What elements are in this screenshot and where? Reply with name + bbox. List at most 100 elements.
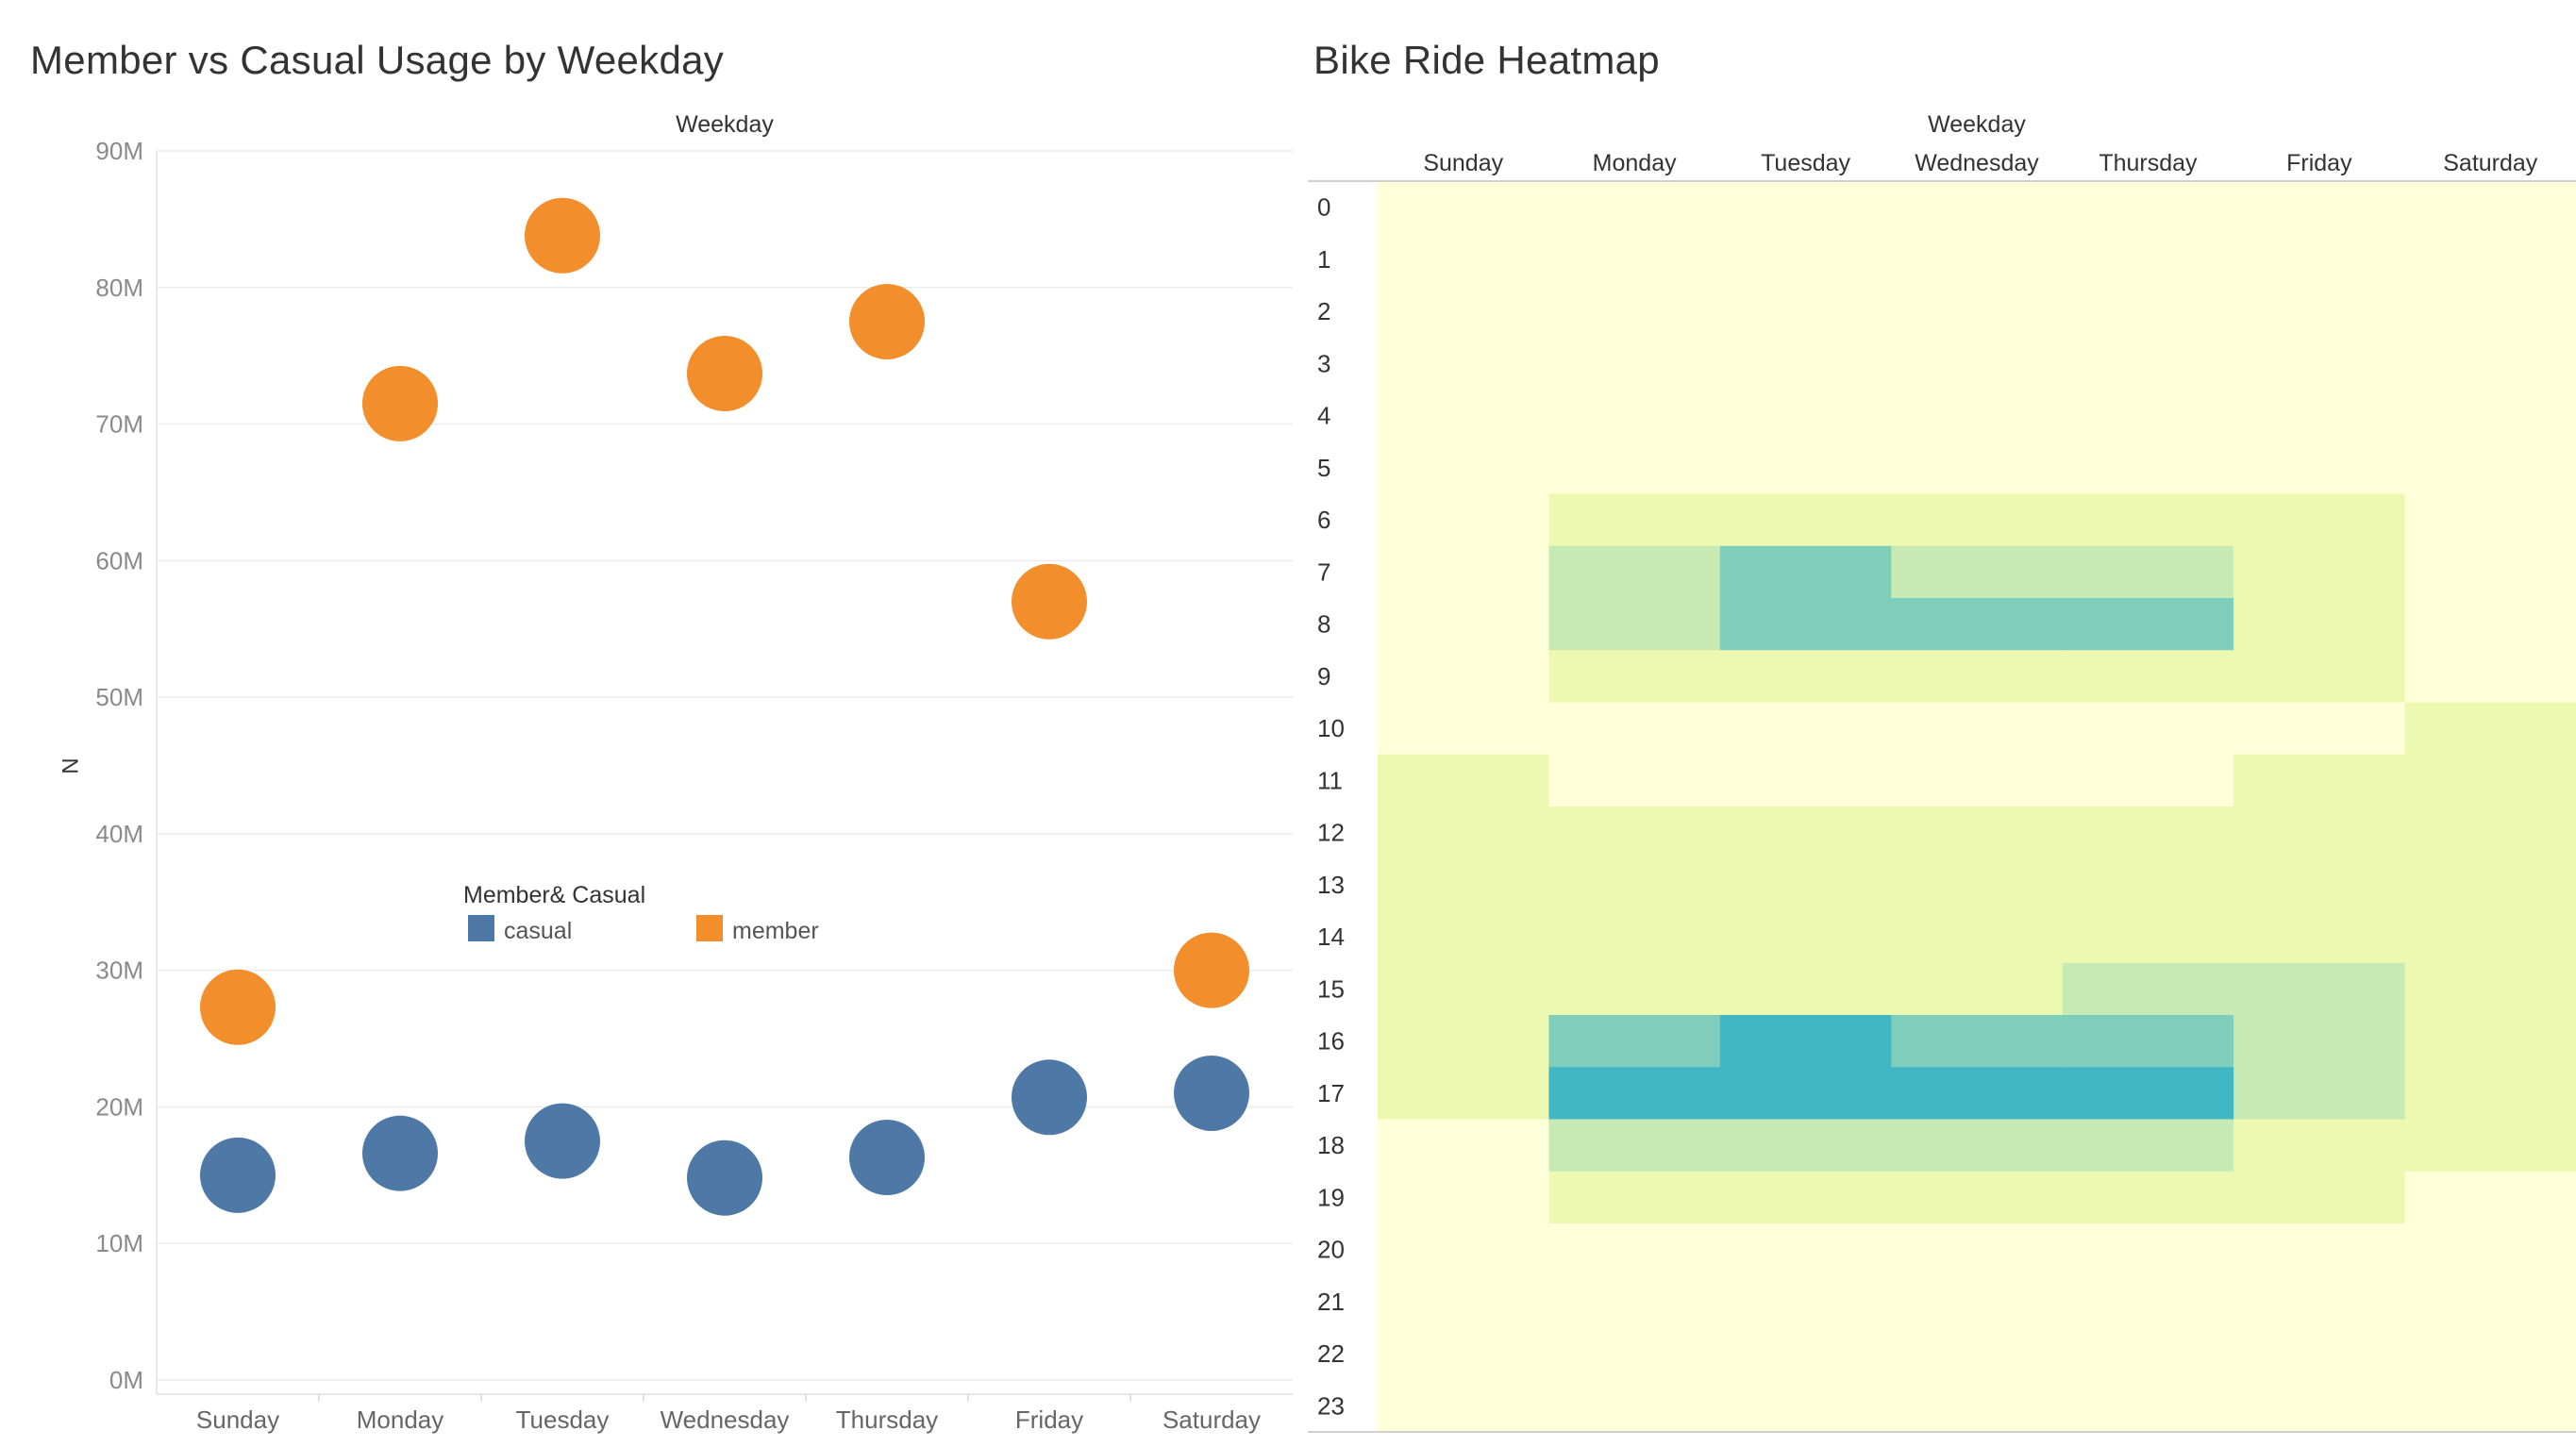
heatmap-cell-thursday-4[interactable] bbox=[2062, 390, 2234, 442]
heatmap-cell-friday-12[interactable] bbox=[2233, 807, 2406, 859]
heatmap-cell-sunday-13[interactable] bbox=[1378, 858, 1550, 912]
heatmap-cell-monday-17[interactable] bbox=[1548, 1067, 1721, 1121]
heatmap-cell-tuesday-21[interactable] bbox=[1719, 1275, 1892, 1329]
heatmap-cell-thursday-23[interactable] bbox=[2062, 1379, 2234, 1433]
casual-point-thursday[interactable] bbox=[849, 1120, 925, 1196]
heatmap-cell-tuesday-10[interactable] bbox=[1719, 702, 1892, 756]
heatmap-cell-wednesday-15[interactable] bbox=[1891, 962, 2064, 1016]
heatmap-cell-tuesday-16[interactable] bbox=[1719, 1015, 1892, 1068]
heatmap-cell-friday-18[interactable] bbox=[2233, 1119, 2406, 1173]
heatmap-cell-tuesday-7[interactable] bbox=[1719, 545, 1892, 599]
heatmap-cell-saturday-9[interactable] bbox=[2404, 650, 2576, 704]
heatmap-cell-monday-19[interactable] bbox=[1548, 1171, 1721, 1224]
heatmap-cell-sunday-22[interactable] bbox=[1378, 1327, 1550, 1381]
heatmap-cell-wednesday-9[interactable] bbox=[1891, 650, 2064, 704]
heatmap-cell-tuesday-18[interactable] bbox=[1719, 1119, 1892, 1173]
heatmap-cell-saturday-11[interactable] bbox=[2404, 754, 2576, 807]
heatmap-cell-friday-4[interactable] bbox=[2233, 390, 2406, 442]
heatmap-cell-friday-17[interactable] bbox=[2233, 1067, 2406, 1121]
casual-point-tuesday[interactable] bbox=[525, 1103, 600, 1179]
heatmap-cell-thursday-13[interactable] bbox=[2062, 858, 2234, 912]
heatmap-cell-monday-22[interactable] bbox=[1548, 1327, 1721, 1381]
heatmap-cell-monday-9[interactable] bbox=[1548, 650, 1721, 704]
heatmap-cell-monday-6[interactable] bbox=[1548, 493, 1721, 547]
heatmap-cell-thursday-11[interactable] bbox=[2062, 754, 2234, 807]
heatmap-cell-friday-15[interactable] bbox=[2233, 962, 2406, 1016]
heatmap-cell-thursday-9[interactable] bbox=[2062, 650, 2234, 704]
heatmap-cell-monday-0[interactable] bbox=[1548, 181, 1721, 234]
heatmap-cell-tuesday-19[interactable] bbox=[1719, 1171, 1892, 1224]
heatmap-cell-saturday-17[interactable] bbox=[2404, 1067, 2576, 1121]
heatmap-cell-tuesday-14[interactable] bbox=[1719, 910, 1892, 964]
heatmap-cell-wednesday-2[interactable] bbox=[1891, 285, 2064, 339]
heatmap-cell-monday-21[interactable] bbox=[1548, 1275, 1721, 1329]
member-point-monday[interactable] bbox=[362, 365, 438, 441]
heatmap-cell-wednesday-4[interactable] bbox=[1891, 390, 2064, 442]
heatmap-cell-friday-23[interactable] bbox=[2233, 1379, 2406, 1433]
heatmap-cell-tuesday-15[interactable] bbox=[1719, 962, 1892, 1016]
heatmap-cell-friday-0[interactable] bbox=[2233, 181, 2406, 234]
heatmap-cell-wednesday-11[interactable] bbox=[1891, 754, 2064, 807]
heatmap-cell-saturday-8[interactable] bbox=[2404, 598, 2576, 651]
heatmap-cell-friday-22[interactable] bbox=[2233, 1327, 2406, 1381]
legend-label-casual[interactable]: casual bbox=[504, 918, 572, 944]
heatmap-cell-wednesday-14[interactable] bbox=[1891, 910, 2064, 964]
heatmap-cell-wednesday-21[interactable] bbox=[1891, 1275, 2064, 1329]
heatmap-cell-friday-10[interactable] bbox=[2233, 702, 2406, 756]
heatmap-cell-thursday-0[interactable] bbox=[2062, 181, 2234, 234]
heatmap-cell-sunday-16[interactable] bbox=[1378, 1015, 1550, 1068]
heatmap-cell-thursday-1[interactable] bbox=[2062, 233, 2234, 287]
heatmap-cell-thursday-19[interactable] bbox=[2062, 1171, 2234, 1224]
heatmap-cell-friday-7[interactable] bbox=[2233, 545, 2406, 599]
heatmap-cell-wednesday-10[interactable] bbox=[1891, 702, 2064, 756]
heatmap-cell-monday-16[interactable] bbox=[1548, 1015, 1721, 1068]
heatmap-cell-thursday-17[interactable] bbox=[2062, 1067, 2234, 1121]
heatmap-cell-monday-7[interactable] bbox=[1548, 545, 1721, 599]
casual-point-monday[interactable] bbox=[362, 1115, 438, 1191]
heatmap-cell-tuesday-9[interactable] bbox=[1719, 650, 1892, 704]
heatmap-cell-sunday-15[interactable] bbox=[1378, 962, 1550, 1016]
heatmap-cell-wednesday-3[interactable] bbox=[1891, 337, 2064, 391]
heatmap-cell-tuesday-17[interactable] bbox=[1719, 1067, 1892, 1121]
heatmap-cell-thursday-16[interactable] bbox=[2062, 1015, 2234, 1068]
heatmap-cell-sunday-10[interactable] bbox=[1378, 702, 1550, 756]
heatmap-cell-monday-10[interactable] bbox=[1548, 702, 1721, 756]
legend-swatch-member[interactable] bbox=[696, 915, 723, 941]
heatmap-cell-monday-4[interactable] bbox=[1548, 390, 1721, 442]
heatmap-cell-thursday-21[interactable] bbox=[2062, 1275, 2234, 1329]
heatmap-cell-monday-20[interactable] bbox=[1548, 1223, 1721, 1276]
heatmap-cell-saturday-22[interactable] bbox=[2404, 1327, 2576, 1381]
heatmap-cell-tuesday-12[interactable] bbox=[1719, 807, 1892, 859]
heatmap-cell-thursday-18[interactable] bbox=[2062, 1119, 2234, 1173]
heatmap-cell-monday-3[interactable] bbox=[1548, 337, 1721, 391]
heatmap-cell-sunday-7[interactable] bbox=[1378, 545, 1550, 599]
heatmap-cell-friday-13[interactable] bbox=[2233, 858, 2406, 912]
heatmap-cell-monday-13[interactable] bbox=[1548, 858, 1721, 912]
heatmap-cell-thursday-15[interactable] bbox=[2062, 962, 2234, 1016]
heatmap-cell-sunday-5[interactable] bbox=[1378, 441, 1550, 495]
member-point-wednesday[interactable] bbox=[687, 335, 762, 411]
member-point-sunday[interactable] bbox=[200, 969, 276, 1045]
heatmap-cell-sunday-6[interactable] bbox=[1378, 493, 1550, 547]
heatmap-cell-saturday-23[interactable] bbox=[2404, 1379, 2576, 1433]
heatmap-cell-thursday-12[interactable] bbox=[2062, 807, 2234, 859]
member-point-tuesday[interactable] bbox=[525, 197, 600, 274]
heatmap-cell-wednesday-22[interactable] bbox=[1891, 1327, 2064, 1381]
heatmap-cell-saturday-6[interactable] bbox=[2404, 493, 2576, 547]
casual-point-saturday[interactable] bbox=[1174, 1055, 1249, 1131]
heatmap-cell-tuesday-22[interactable] bbox=[1719, 1327, 1892, 1381]
heatmap-cell-friday-8[interactable] bbox=[2233, 598, 2406, 651]
heatmap-cell-sunday-12[interactable] bbox=[1378, 807, 1550, 859]
heatmap-cell-saturday-7[interactable] bbox=[2404, 545, 2576, 599]
heatmap-cell-monday-11[interactable] bbox=[1548, 754, 1721, 807]
heatmap-cell-wednesday-5[interactable] bbox=[1891, 441, 2064, 495]
heatmap-cell-wednesday-19[interactable] bbox=[1891, 1171, 2064, 1224]
heatmap-cell-wednesday-17[interactable] bbox=[1891, 1067, 2064, 1121]
heatmap-cell-friday-3[interactable] bbox=[2233, 337, 2406, 391]
heatmap-cell-monday-15[interactable] bbox=[1548, 962, 1721, 1016]
heatmap-cell-wednesday-13[interactable] bbox=[1891, 858, 2064, 912]
heatmap-cell-saturday-18[interactable] bbox=[2404, 1119, 2576, 1173]
casual-point-sunday[interactable] bbox=[200, 1137, 276, 1213]
heatmap-cell-friday-5[interactable] bbox=[2233, 441, 2406, 495]
heatmap-cell-wednesday-7[interactable] bbox=[1891, 545, 2064, 599]
